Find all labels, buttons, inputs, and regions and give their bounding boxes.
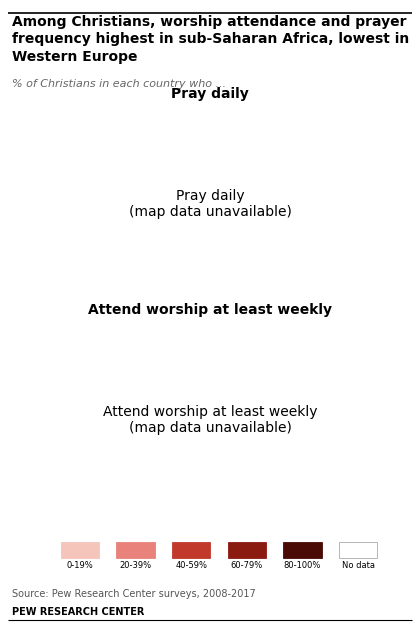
Text: % of Christians in each country who ...: % of Christians in each country who ... [13,78,226,89]
Text: No data: No data [342,561,375,570]
Text: Among Christians, worship attendance and prayer
frequency highest in sub-Saharan: Among Christians, worship attendance and… [13,15,410,64]
Bar [61,542,99,558]
Bar [339,542,377,558]
Bar [228,542,266,558]
Text: 60-79%: 60-79% [231,561,263,570]
Text: Pray daily
(map data unavailable): Pray daily (map data unavailable) [129,189,291,219]
Text: 20-39%: 20-39% [120,561,152,570]
Bar [172,542,210,558]
Text: 0-19%: 0-19% [67,561,93,570]
Text: Attend worship at least weekly
(map data unavailable): Attend worship at least weekly (map data… [103,404,317,435]
Title: Attend worship at least weekly: Attend worship at least weekly [88,303,332,316]
Text: Source: Pew Research Center surveys, 2008-2017: Source: Pew Research Center surveys, 200… [13,589,256,599]
Text: PEW RESEARCH CENTER: PEW RESEARCH CENTER [13,607,145,617]
Bar [284,542,322,558]
Bar [116,542,155,558]
Title: Pray daily: Pray daily [171,87,249,101]
Text: 80-100%: 80-100% [284,561,321,570]
Text: 40-59%: 40-59% [175,561,207,570]
